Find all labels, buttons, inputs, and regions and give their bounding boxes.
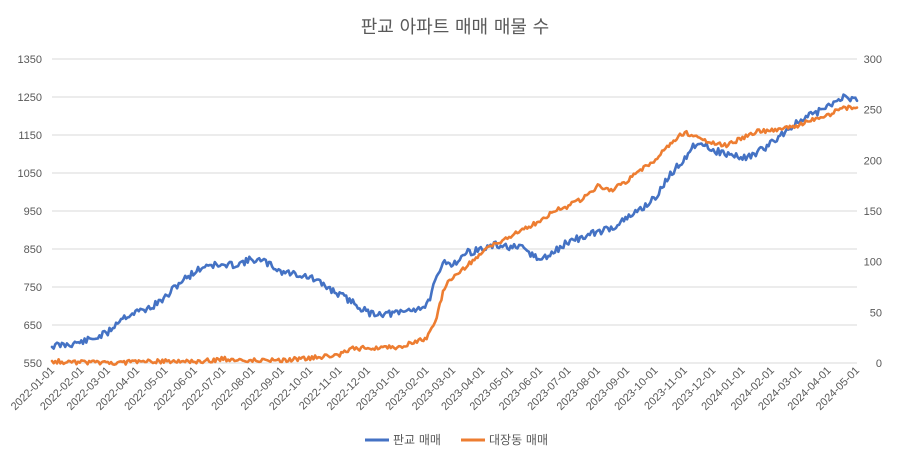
- y-left-tick-label: 750: [24, 282, 42, 294]
- y-left-tick-label: 550: [24, 358, 42, 370]
- y-right-tick-label: 200: [864, 155, 882, 167]
- y-right-tick-label: 250: [864, 105, 882, 117]
- legend-label-daejang: 대장동 매매: [489, 433, 548, 447]
- y-right-tick-label: 0: [876, 358, 882, 370]
- y-left-tick-label: 850: [24, 244, 42, 256]
- y-left-tick-label: 650: [24, 320, 42, 332]
- gridlines: [52, 58, 857, 364]
- y-right-tick-label: 50: [870, 307, 882, 319]
- series-line-1: [50, 104, 859, 367]
- legend-label-pangyo: 판교 매매: [393, 433, 441, 447]
- x-axis: 2022-01-012022-02-012022-03-012022-04-01…: [9, 365, 862, 413]
- y-right-tick-label: 100: [864, 257, 882, 269]
- series-line-0: [50, 93, 859, 350]
- y-left-tick-label: 1150: [18, 130, 42, 142]
- series-lines: [50, 93, 859, 367]
- y-right-tick-label: 300: [864, 54, 882, 66]
- y-left-tick-label: 1050: [18, 168, 42, 180]
- y-axis-right: 300 250 200 150 100 50 0: [864, 54, 882, 370]
- y-left-tick-label: 1350: [18, 54, 42, 66]
- y-left-tick-label: 950: [24, 206, 42, 218]
- chart-title: 판교 아파트 매매 매물 수: [361, 17, 550, 38]
- legend: 판교 매매 대장동 매매: [365, 433, 548, 447]
- y-left-tick-label: 1250: [18, 92, 42, 104]
- y-right-tick-label: 150: [864, 206, 882, 218]
- y-axis-left: 1350 1250 1150 1050 950 850 750 650 550: [18, 54, 42, 370]
